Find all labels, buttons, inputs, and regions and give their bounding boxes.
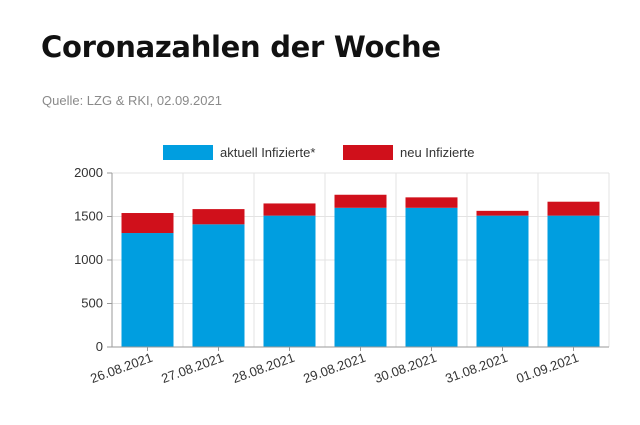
x-tick-label: 28.08.2021: [230, 350, 296, 386]
bar-aktuell-infizierte-0: [121, 233, 174, 347]
bar-neu-infizierte-3: [334, 194, 387, 208]
bar-aktuell-infizierte-4: [405, 207, 458, 347]
bar-aktuell-infizierte-1: [192, 224, 245, 347]
y-tick-label: 2000: [74, 165, 103, 180]
bar-neu-infizierte-5: [476, 210, 529, 216]
y-tick-label: 500: [81, 296, 103, 311]
legend-label-aktuell-infizierte: aktuell Infizierte*: [220, 145, 315, 160]
legend-swatch-neu-infizierte: [343, 145, 393, 160]
bar-aktuell-infizierte-6: [547, 215, 600, 347]
y-axis-ticks: 0 500 1000 1500 2000: [74, 165, 112, 354]
bar-neu-infizierte-1: [192, 209, 245, 225]
bar-neu-infizierte-0: [121, 213, 174, 234]
x-axis-ticks: 26.08.2021 27.08.2021 28.08.2021 29.08.2021…: [88, 347, 581, 386]
bar-neu-infizierte-2: [263, 203, 316, 216]
x-tick-label: 30.08.2021: [372, 350, 438, 386]
x-tick-label: 26.08.2021: [88, 350, 154, 386]
bar-neu-infizierte-4: [405, 197, 458, 208]
legend-swatch-aktuell-infizierte: [163, 145, 213, 160]
page-title: Coronazahlen der Woche: [41, 30, 441, 64]
bar-neu-infizierte-6: [547, 201, 600, 216]
bars: [121, 194, 600, 347]
bar-aktuell-infizierte-5: [476, 215, 529, 347]
bar-aktuell-infizierte-2: [263, 215, 316, 347]
source-line: Quelle: LZG & RKI, 02.09.2021: [42, 93, 222, 108]
x-tick-label: 29.08.2021: [301, 350, 367, 386]
x-tick-label: 31.08.2021: [443, 350, 509, 386]
bar-aktuell-infizierte-3: [334, 207, 387, 347]
x-tick-label: 01.09.2021: [514, 350, 580, 386]
y-tick-label: 0: [96, 339, 103, 354]
x-tick-label: 27.08.2021: [159, 350, 225, 386]
y-tick-label: 1500: [74, 209, 103, 224]
legend-label-neu-infizierte: neu Infizierte: [400, 145, 474, 160]
y-tick-label: 1000: [74, 252, 103, 267]
legend: aktuell Infizierte* neu Infizierte: [163, 145, 474, 160]
